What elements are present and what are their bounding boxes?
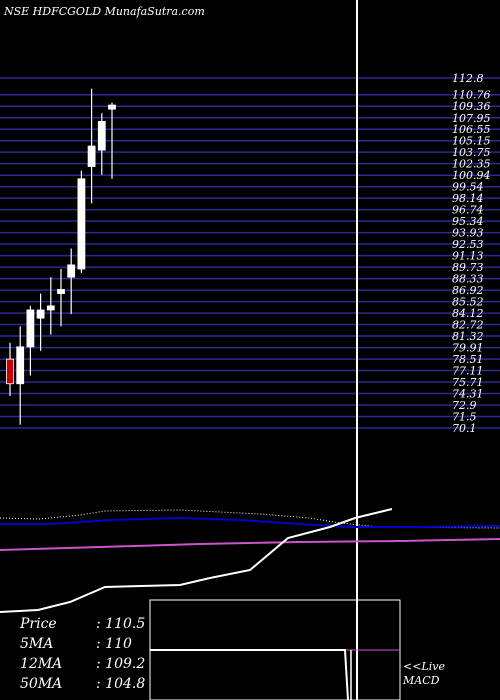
stat-50ma-label: 50MA	[20, 676, 63, 692]
price-level-label: 81.32	[452, 330, 484, 343]
candle-body	[87, 145, 96, 167]
stat-12ma-value: 109.2	[105, 656, 146, 672]
stat-50ma-value: 104.8	[105, 676, 146, 692]
price-level-label: 93.93	[452, 227, 484, 240]
price-level-label: 77.11	[452, 365, 484, 378]
price-level-label: 91.13	[452, 250, 484, 263]
stat-5ma: 5MA: 110	[20, 636, 132, 652]
price-level-label: 75.71	[452, 376, 484, 389]
price-level-label: 99.54	[452, 181, 484, 194]
candles	[6, 0, 358, 700]
blue-ma-line	[0, 516, 500, 528]
candle-body	[97, 121, 106, 151]
price-level-label: 74.31	[452, 387, 484, 400]
candle-body	[16, 346, 25, 385]
stats-panel: Price: 110.5 5MA: 110 12MA: 109.2 50MA: …	[20, 614, 145, 694]
stat-12ma-label: 12MA	[20, 656, 63, 672]
candle-body	[6, 358, 14, 385]
price-level-label: 98.14	[452, 192, 484, 205]
price-level-label: 84.12	[452, 307, 484, 320]
candle-body	[67, 264, 76, 278]
price-level-label: 70.1	[452, 422, 477, 435]
stat-5ma-label: 5MA	[20, 636, 54, 652]
price-level-label: 106.55	[452, 123, 491, 136]
price-level-label: 88.33	[452, 273, 484, 286]
price-level-label: 100.94	[452, 169, 491, 182]
moving-average-lines	[0, 508, 500, 613]
stat-price: Price: 110.5	[20, 616, 146, 632]
candle-body	[46, 305, 55, 311]
macd-panel	[149, 599, 401, 700]
candle-body	[36, 309, 45, 319]
candle-body	[26, 309, 35, 348]
price-level-label: 103.75	[452, 146, 491, 159]
candle-body	[57, 289, 65, 294]
grid-lines	[0, 77, 500, 429]
price-labels: 112.8 110.76109.36107.95106.55105.15103.7…	[452, 72, 491, 435]
price-level-label: 78.51	[452, 353, 484, 366]
price-level-label: 95.34	[452, 215, 484, 228]
price-level-label: 112.8	[452, 72, 484, 85]
stat-50ma: 50MA: 104.8	[20, 676, 146, 692]
price-level-label: 89.73	[452, 261, 484, 274]
price-level-label: 107.95	[452, 112, 491, 125]
macd-line	[150, 649, 349, 700]
chart-title: NSE HDFCGOLD MunafaSutra.com	[4, 5, 205, 18]
dotted-ma-line	[0, 509, 500, 529]
stat-5ma-value: 110	[105, 636, 132, 652]
candle-body	[77, 178, 86, 270]
price-level-label: 82.72	[452, 319, 484, 332]
macd-label: <<Live MACD	[403, 660, 445, 688]
price-level-label: 85.52	[452, 296, 484, 309]
price-level-label: 109.36	[452, 100, 491, 113]
macd-label-line2: MACD	[403, 674, 440, 687]
white-ma-line	[0, 508, 393, 613]
pink-ma-line	[0, 538, 500, 551]
price-level-label: 92.53	[452, 238, 484, 251]
macd-label-line1: <<Live	[403, 660, 445, 673]
price-level-label: 96.74	[452, 204, 484, 217]
stat-12ma: 12MA: 109.2	[20, 656, 146, 672]
candle-body	[108, 104, 116, 110]
price-level-label: 71.5	[452, 411, 477, 424]
stat-price-value: 110.5	[105, 616, 146, 632]
price-level-label: 105.15	[452, 135, 491, 148]
price-level-label: 86.92	[452, 284, 484, 297]
price-level-label: 72.9	[452, 399, 477, 412]
price-level-label: 79.91	[452, 342, 484, 355]
price-level-label: 102.35	[452, 158, 491, 171]
price-level-label: 110.76	[452, 89, 491, 102]
stat-price-label: Price	[20, 616, 57, 632]
